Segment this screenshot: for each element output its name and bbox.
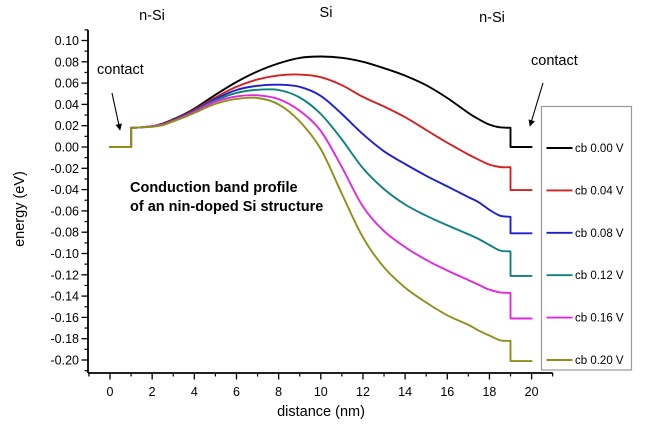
x-tick-label: 0 bbox=[107, 385, 114, 399]
legend-label: cb 0.20 V bbox=[575, 355, 624, 367]
contact-label-right: contact bbox=[531, 53, 578, 69]
y-tick-label: 0.00 bbox=[55, 141, 79, 155]
contact-arrow-left bbox=[111, 92, 122, 131]
x-tick-label: 8 bbox=[275, 385, 282, 399]
y-tick-label: -0.06 bbox=[51, 204, 80, 218]
y-tick-label: -0.02 bbox=[51, 162, 80, 176]
x-tick-label: 6 bbox=[233, 385, 240, 399]
y-tick-label: 0.06 bbox=[55, 77, 79, 91]
y-tick-label: 0.04 bbox=[55, 98, 79, 112]
x-tick-label: 18 bbox=[482, 385, 496, 399]
y-tick-label: -0.08 bbox=[51, 226, 80, 240]
legend-label: cb 0.16 V bbox=[575, 313, 624, 325]
region-label-nsi-left: n-Si bbox=[139, 8, 165, 24]
x-tick-label: 10 bbox=[314, 385, 328, 399]
x-tick-label: 12 bbox=[356, 385, 370, 399]
y-tick-label: -0.18 bbox=[51, 332, 80, 346]
x-tick-label: 4 bbox=[191, 385, 198, 399]
y-tick-label: -0.14 bbox=[51, 290, 80, 304]
plot-annotation: Conduction band profile of an nin-doped … bbox=[130, 179, 323, 217]
x-tick-label: 2 bbox=[149, 385, 156, 399]
x-tick-label: 16 bbox=[440, 385, 454, 399]
y-tick-label: -0.16 bbox=[51, 311, 80, 325]
y-tick-label: 0.10 bbox=[55, 34, 79, 48]
plot-annotation-line1: Conduction band profile bbox=[130, 180, 298, 196]
y-tick-label: -0.12 bbox=[51, 268, 80, 282]
y-tick-label: 0.08 bbox=[55, 55, 79, 69]
contact-arrow-right bbox=[528, 82, 544, 127]
legend-label: cb 0.04 V bbox=[575, 185, 624, 197]
x-tick-label: 14 bbox=[398, 385, 412, 399]
x-tick-label: 20 bbox=[525, 385, 539, 399]
series-line-cb-0.00-V bbox=[109, 55, 533, 148]
legend-label: cb 0.12 V bbox=[575, 270, 624, 282]
y-tick-label: 0.02 bbox=[55, 119, 79, 133]
y-tick-label: -0.04 bbox=[51, 183, 80, 197]
region-label-si: Si bbox=[319, 5, 333, 21]
y-tick-label: -0.20 bbox=[51, 354, 80, 368]
y-tick-label: -0.10 bbox=[51, 247, 80, 261]
region-label-nsi-right: n-Si bbox=[479, 10, 505, 26]
legend-box bbox=[540, 105, 633, 371]
legend-label: cb 0.08 V bbox=[575, 228, 624, 240]
plot-annotation-line2: of an nin-doped Si structure bbox=[130, 199, 324, 215]
contact-label-left: contact bbox=[97, 62, 144, 78]
y-axis-title: energy (eV) bbox=[12, 171, 28, 247]
x-axis-title: distance (nm) bbox=[277, 404, 365, 420]
series-line-cb-0.20-V bbox=[109, 96, 533, 363]
legend-label: cb 0.00 V bbox=[575, 143, 624, 155]
